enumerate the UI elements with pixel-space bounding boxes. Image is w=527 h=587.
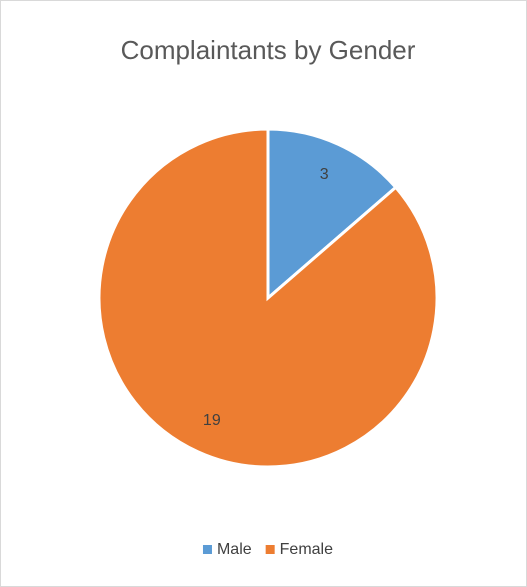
legend-label: Male <box>217 541 252 558</box>
legend-swatch <box>202 545 212 554</box>
chart-title: Complaintants by Gender <box>121 35 416 65</box>
data-label: 19 <box>203 412 221 429</box>
pie-slice <box>97 127 439 469</box>
data-label: 3 <box>320 166 329 183</box>
pie-slice <box>266 127 398 302</box>
legend-label: Female <box>280 541 333 558</box>
legend-swatch <box>265 545 275 554</box>
